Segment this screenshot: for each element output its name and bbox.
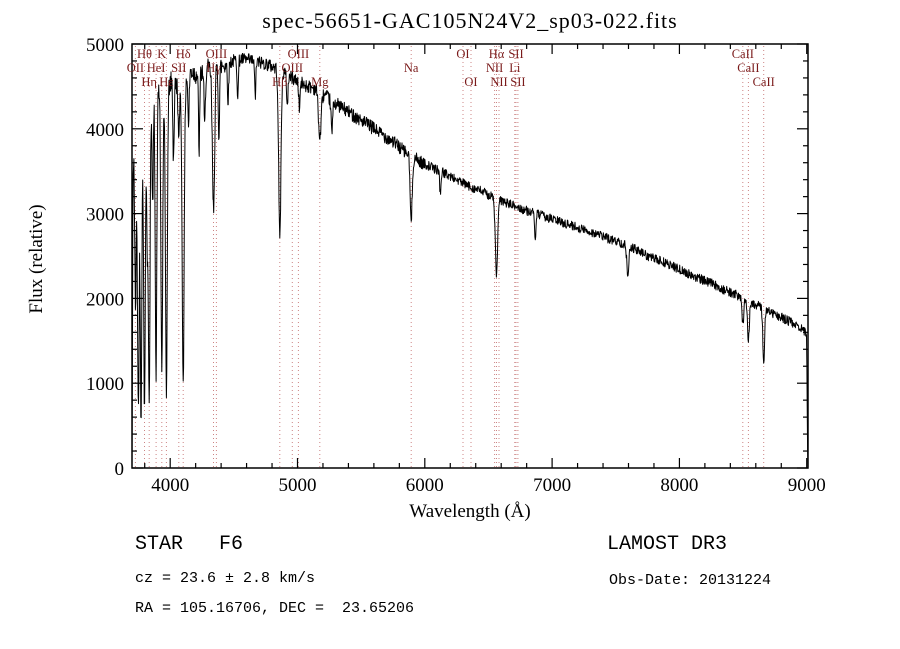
spectral-line-label: OII — [127, 61, 144, 75]
spectral-line-label: K — [157, 47, 166, 61]
spectral-line-label: Hε — [159, 75, 173, 89]
spectral-line-label: Hη — [141, 75, 157, 89]
spectrum-line — [131, 53, 809, 468]
obs-date-text: Obs-Date: 20131224 — [609, 572, 772, 589]
spectral-line-label: Hβ — [272, 75, 287, 89]
ra-dec-text: RA = 105.16706, DEC = 23.65206 — [135, 600, 415, 617]
spectral-line-label: OIII — [282, 61, 304, 75]
spectral-line-label: CaII — [753, 75, 775, 89]
spectral-line-label: SII — [508, 47, 523, 61]
x-tick-label: 4000 — [151, 475, 189, 496]
y-tick-label: 1000 — [86, 374, 124, 395]
spectral-line-label: OIII — [206, 47, 228, 61]
spectral-line-labels: OIIHθHηHeIKHεSIIHδHγOIIIHβOIIIOIIIMgNaOI… — [127, 47, 775, 89]
plot-axes — [131, 43, 809, 469]
x-tick-label: 5000 — [278, 475, 316, 496]
x-tick-label: 9000 — [788, 475, 826, 496]
spectral-line-label: Hδ — [176, 47, 191, 61]
spectral-line-label: Mg — [311, 75, 329, 89]
x-tick-label: 6000 — [406, 475, 444, 496]
spectral-line-label: NII — [490, 75, 507, 89]
spectral-line-label: CaII — [732, 47, 754, 61]
spectral-line-label: OI — [456, 47, 469, 61]
y-tick-label: 4000 — [86, 120, 124, 141]
axis-tick-labels: 4000 5000 6000 7000 8000 9000 0 1000 2000 3000 400… — [86, 35, 826, 496]
plot-frame — [131, 43, 809, 469]
plot-title: spec-56651-GAC105N24V2_sp03-022.fits — [262, 8, 678, 33]
spectral-line-label: HeI — [147, 61, 166, 75]
y-tick-label: 5000 — [86, 35, 124, 56]
spectral-line-label: Hα — [489, 47, 505, 61]
survey-name-text: LAMOST DR3 — [607, 533, 728, 556]
object-class-text: STAR F6 — [135, 533, 244, 556]
y-tick-label: 3000 — [86, 205, 124, 226]
x-tick-label: 7000 — [533, 475, 571, 496]
spectral-line-label: CaII — [737, 61, 759, 75]
x-axis-label: Wavelength (Å) — [409, 501, 531, 522]
spectral-line-markers — [134, 46, 765, 467]
x-tick-label: 8000 — [660, 475, 698, 496]
y-tick-label: 0 — [115, 459, 125, 480]
spectral-line-label: Hγ — [206, 61, 221, 75]
spectral-line-label: Na — [404, 61, 419, 75]
y-tick-label: 2000 — [86, 289, 124, 310]
spectral-line-label: Li — [509, 61, 521, 75]
spectral-line-label: NII — [486, 61, 503, 75]
spectrum-trace — [131, 53, 809, 468]
spectral-line-label: SII — [510, 75, 525, 89]
spectral-line-label: OI — [464, 75, 477, 89]
spectral-line-label: Hθ — [137, 47, 152, 61]
spectral-line-label: SII — [171, 61, 186, 75]
cz-velocity-text: cz = 23.6 ± 2.8 km/s — [135, 570, 316, 587]
spectral-line-label: OIII — [288, 47, 310, 61]
